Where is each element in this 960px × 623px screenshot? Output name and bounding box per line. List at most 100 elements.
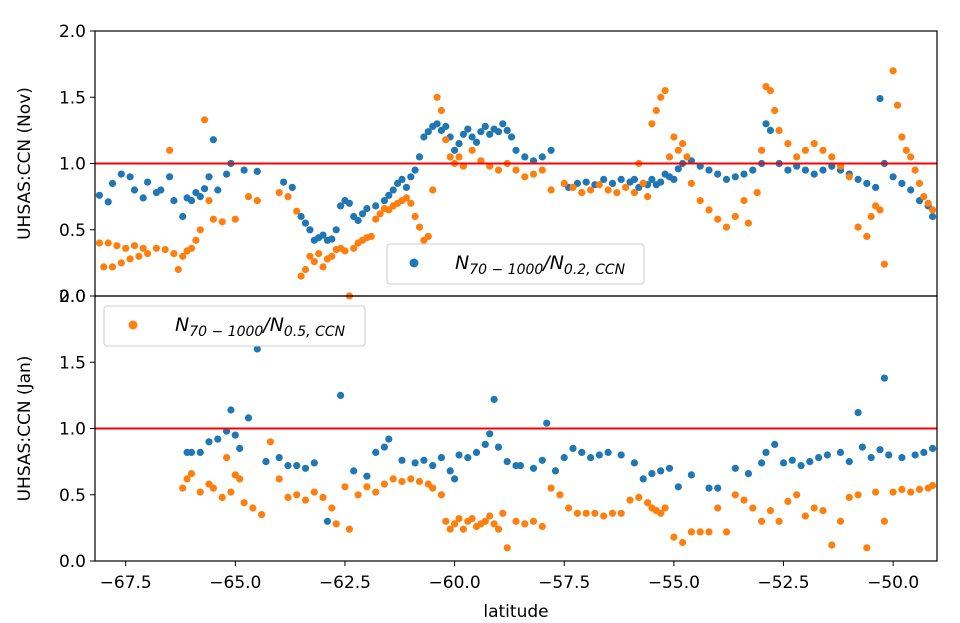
jan-orange-point [499,509,507,517]
nov-orange-point [661,87,669,95]
jan-orange-point [880,517,889,525]
nov-blue-point [209,136,217,144]
nov-orange-point [679,140,687,148]
jan-orange-point [872,488,880,496]
nov-orange-point [108,263,117,271]
nov-blue-point [187,197,196,205]
nov-blue-point [126,173,134,181]
jan-y-tick-label: 2.0 [59,287,86,307]
jan-blue-point [687,471,696,479]
nov-orange-point [350,244,358,252]
jan-blue-point [595,451,603,459]
nov-orange-point [166,146,174,154]
nov-blue-point [144,178,152,186]
jan-orange-point [301,496,310,504]
nov-orange-point [810,140,818,148]
nov-orange-point [113,242,121,250]
nov-orange-point [328,252,336,260]
nov-orange-point [753,189,761,197]
jan-orange-point [758,517,766,525]
jan-blue-point [380,443,388,451]
jan-legend-box [103,305,366,347]
nov-blue-point [630,175,639,183]
jan-blue-point [788,456,796,464]
nov-orange-point [319,263,327,271]
nov-blue-point [503,126,511,134]
jan-orange-point [657,509,665,517]
nov-orange-point [722,223,731,231]
nov-orange-point [376,210,384,218]
jan-y-tick-label: 0.0 [59,552,86,572]
jan-orange-point [644,499,652,507]
jan-orange-point [617,509,625,517]
jan-orange-point [863,544,871,552]
jan-orange-point [915,485,924,493]
nov-blue-point [608,179,617,187]
jan-orange-point [898,485,906,493]
nov-blue-point [486,130,494,138]
nov-blue-point [280,178,288,186]
nov-orange-point [613,189,621,197]
nov-blue-point [402,183,410,191]
nov-orange-point [828,153,836,161]
nov-blue-point [108,179,117,187]
jan-orange-point [249,504,257,512]
jan-blue-point [350,467,358,475]
nov-orange-point [144,250,152,258]
jan-orange-point [236,475,244,483]
nov-blue-point [117,170,125,178]
jan-orange-point [854,491,862,499]
jan-orange-point [529,517,538,525]
nov-blue-point [166,173,174,181]
jan-orange-point [740,496,748,504]
nov-blue-point [582,178,590,186]
nov-blue-point [433,120,441,128]
jan-blue-point [310,459,318,467]
jan-orange-point [635,493,643,501]
jan-orange-point [661,504,669,512]
nov-blue-point [328,235,336,243]
nov-blue-point [872,183,880,191]
nov-orange-point [306,252,314,260]
x-tick-label: −50.0 [867,573,919,593]
nov-blue-point [810,170,818,178]
nov-orange-point [407,199,415,207]
nov-blue-point [411,166,419,174]
jan-orange-point [775,517,783,525]
nov-orange-point [674,146,682,154]
nov-blue-point [784,166,792,174]
jan-orange-point [227,488,235,496]
jan-orange-point [240,499,248,507]
nov-orange-point [731,212,739,221]
jan-orange-point [310,488,318,496]
jan-blue-point [920,448,928,456]
jan-orange-point [591,509,599,517]
nov-orange-point [275,189,283,197]
jan-blue-point [464,454,472,462]
jan-orange-point [363,483,371,491]
jan-blue-point [665,464,674,472]
nov-blue-point [819,166,827,174]
nov-orange-point [209,215,217,223]
nov-orange-point [595,181,603,189]
nov-legend-box [386,243,645,285]
nov-blue-point [889,173,897,181]
jan-orange-point [442,517,450,525]
nov-y-axis-label: UHSAS:CCN (Nov) [15,87,35,240]
nov-blue-point [670,175,678,183]
nov-orange-point [915,179,924,187]
x-ticks: −67.5 −65.0 −62.5 −60.0 −57.5 −55.0 −52.5 −50.0 [100,561,919,593]
nov-orange-point [793,153,801,161]
nov-orange-point [521,173,529,181]
jan-orange-point [187,470,196,478]
nov-orange-point [446,153,454,161]
nov-orange-point [512,166,520,174]
nov-orange-point [639,179,647,187]
jan-blue-point [854,409,862,417]
nov-orange-point [468,146,476,154]
nov-blue-point [398,175,406,183]
jan-blue-point [529,464,538,472]
nov-blue-point [415,153,424,161]
nov-orange-point [705,206,713,214]
nov-blue-point [253,167,261,175]
